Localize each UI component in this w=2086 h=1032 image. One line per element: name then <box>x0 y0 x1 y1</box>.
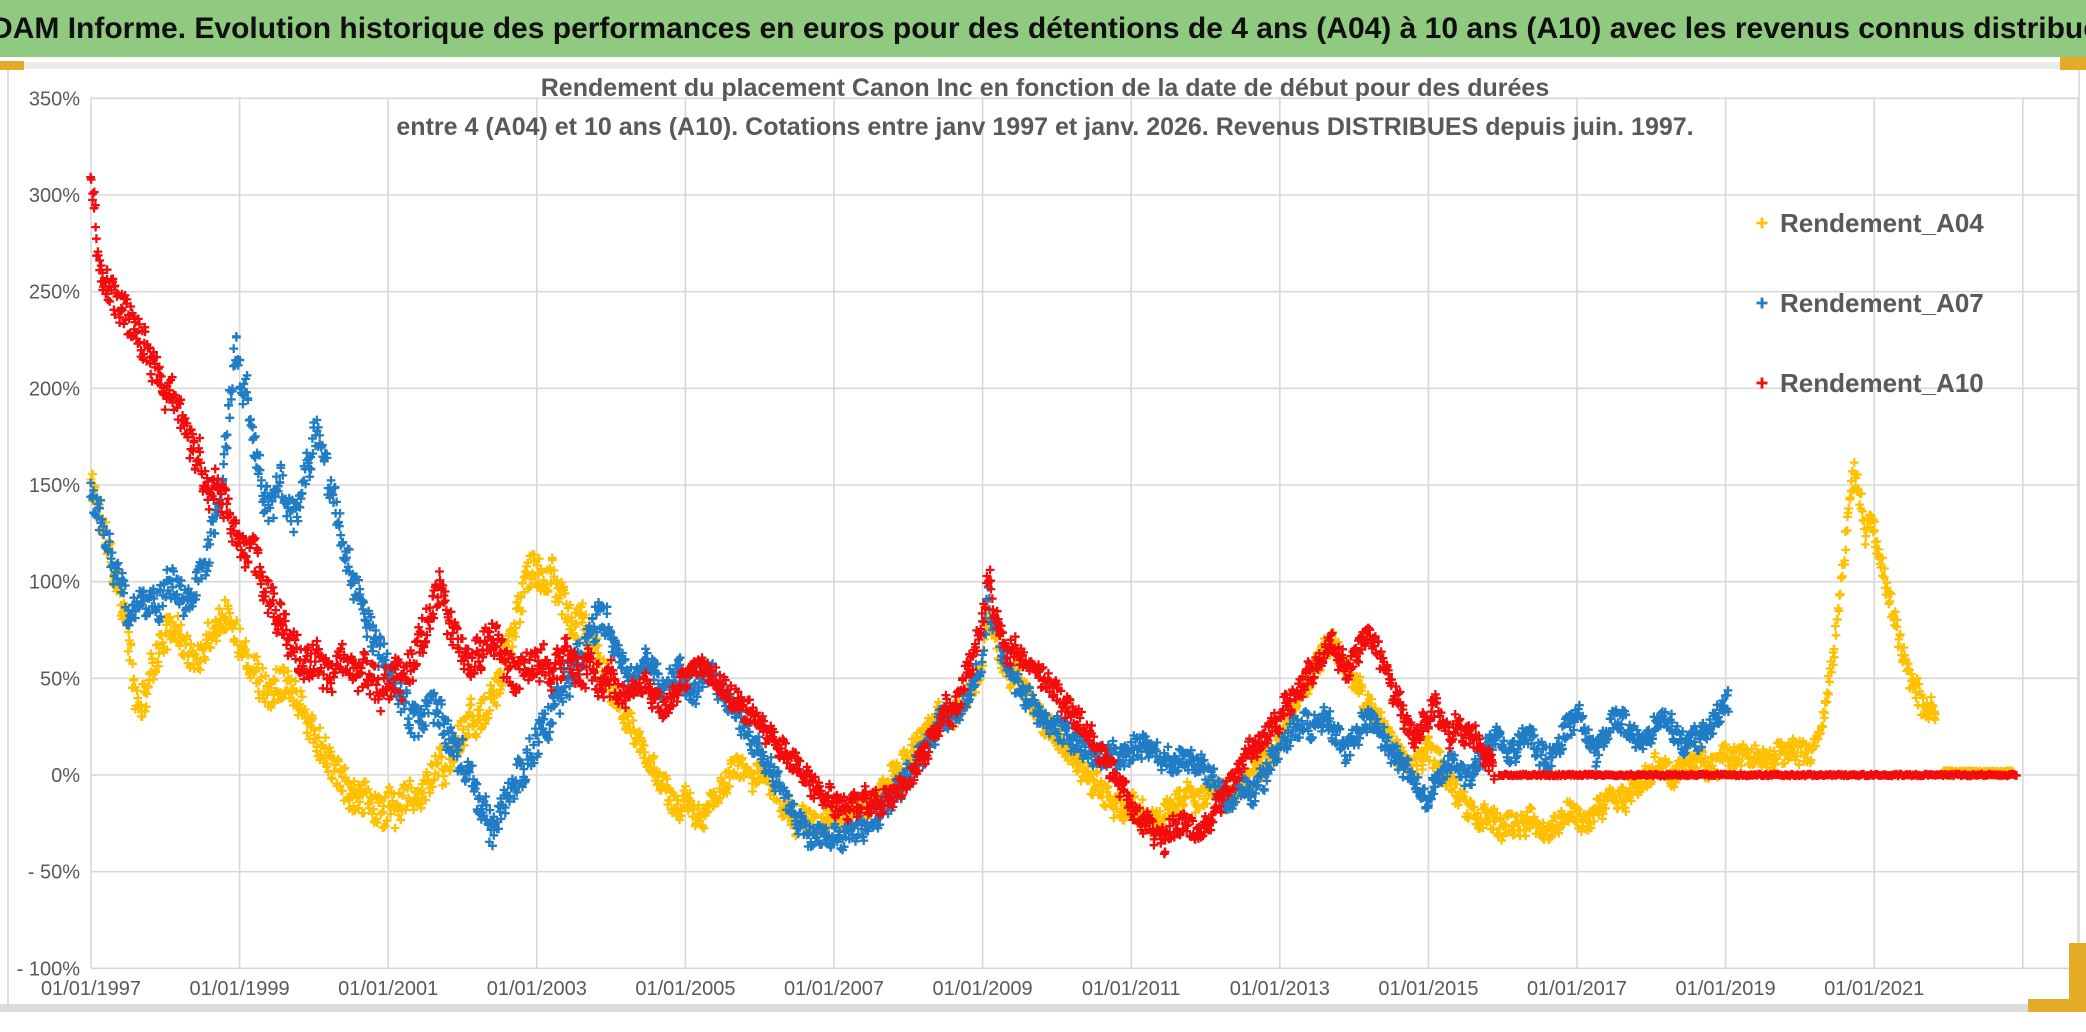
x-axis-tick: 01/01/2003 <box>487 978 587 1000</box>
data-points <box>86 172 2021 859</box>
x-axis-tick: 01/01/2007 <box>784 978 884 1000</box>
x-axis-tick: 01/01/2015 <box>1378 978 1478 1000</box>
legend-label: Rendement_A10 <box>1780 368 1984 398</box>
plus-marker-icon <box>1756 377 1768 389</box>
gold-accent-top-right <box>2060 57 2086 70</box>
legend-label: Rendement_A04 <box>1780 208 1984 238</box>
plus-marker-icon <box>1756 297 1768 309</box>
x-axis-tick: 01/01/1997 <box>41 978 141 1000</box>
y-axis-tick: 100% <box>29 572 80 594</box>
x-axis-tick: 01/01/2017 <box>1527 978 1627 1000</box>
x-axis-tick: 01/01/1999 <box>190 978 290 1000</box>
y-axis-tick: 200% <box>29 378 80 400</box>
x-axis-tick: 01/01/2021 <box>1824 978 1924 1000</box>
legend-item-rendement-a10[interactable]: Rendement_A10 <box>1756 368 1984 398</box>
y-axis-tick: 0% <box>51 765 80 787</box>
y-axis-tick: 350% <box>29 88 80 110</box>
legend-label: Rendement_A07 <box>1780 288 1984 318</box>
legend-item-rendement-a04[interactable]: Rendement_A04 <box>1756 208 1985 238</box>
plus-marker-icon <box>1756 217 1768 229</box>
x-axis-tick: 01/01/2013 <box>1230 978 1330 1000</box>
y-axis-tick: - 100% <box>17 958 81 980</box>
axis-tick-labels: 350% 300% 250% 200% 150% 100% 50% 0% - 50% - 100%… <box>17 88 1925 1000</box>
y-axis-tick: 250% <box>29 282 80 304</box>
slide-frame <box>7 66 2080 1008</box>
x-axis-tick: 01/01/2001 <box>338 978 438 1000</box>
gold-accent-bottom-left <box>0 61 24 70</box>
y-axis-tick: - 50% <box>28 862 80 884</box>
x-axis-tick: 01/01/2011 <box>1082 978 1181 1000</box>
chart-title-line1: Rendement du placement Canon Inc en fonc… <box>541 74 1549 102</box>
bottom-divider <box>0 1004 2086 1012</box>
series-Rendement_A10 <box>86 172 2021 859</box>
header-bar: ADAM Informe. Evolution historique des p… <box>0 0 2086 57</box>
legend-item-rendement-a07[interactable]: Rendement_A07 <box>1756 288 1984 318</box>
chart-title-line2: entre 4 (A04) et 10 ans (A10). Cotations… <box>396 113 1693 141</box>
x-axis-tick: 01/01/2019 <box>1676 978 1776 1000</box>
gold-accent-bottom-right-vertical <box>2069 943 2086 1012</box>
series-Rendement_A07 <box>86 332 1733 855</box>
y-axis-tick: 150% <box>29 475 80 497</box>
header-title: ADAM Informe. Evolution historique des p… <box>0 11 2086 45</box>
y-axis-tick: 300% <box>29 185 80 207</box>
x-axis-tick: 01/01/2005 <box>635 978 735 1000</box>
y-axis-tick: 50% <box>40 668 80 690</box>
header-underline <box>0 62 2086 69</box>
x-axis-tick: 01/01/2009 <box>933 978 1033 1000</box>
legend: Rendement_A04 Rendement_A07 Rendement_A1… <box>1756 208 1985 398</box>
gold-accent-bottom-right-horizontal <box>2028 999 2086 1012</box>
